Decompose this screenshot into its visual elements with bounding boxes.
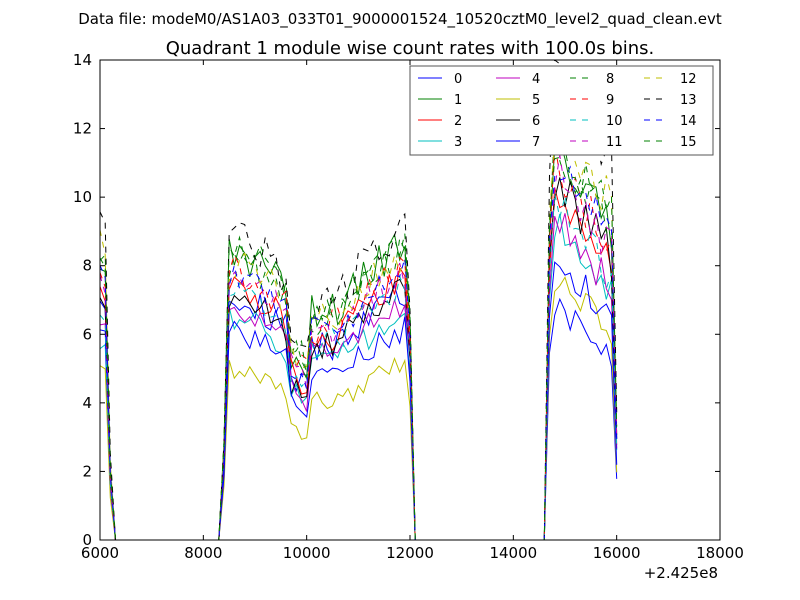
legend-label-1: 1: [454, 93, 462, 108]
y-tick-label: 10: [73, 188, 92, 206]
x-offset-label: +2.425e8: [644, 564, 718, 582]
x-tick-label: 12000: [386, 544, 434, 562]
x-tick-label: 18000: [696, 544, 744, 562]
legend-label-5: 5: [532, 93, 540, 108]
legend-label-8: 8: [606, 72, 614, 87]
legend-label-4: 4: [532, 72, 540, 87]
chart-title: Quadrant 1 module wise count rates with …: [166, 38, 655, 59]
legend-label-9: 9: [606, 93, 614, 108]
axis-ticks: 6000 8000 10000 12000 14000 16000 180000246810…: [73, 51, 744, 562]
x-tick-label: 10000: [283, 544, 331, 562]
series-line-8: [100, 125, 618, 540]
series-line-14: [100, 165, 618, 540]
legend-label-3: 3: [454, 135, 462, 150]
series-line-5: [100, 276, 618, 540]
legend-label-14: 14: [680, 114, 697, 129]
series-line-1: [100, 139, 618, 540]
series-line-11: [100, 155, 618, 540]
series-line-2: [100, 187, 618, 540]
legend-label-11: 11: [606, 135, 623, 150]
series-line-6: [100, 177, 618, 540]
x-tick-label: 14000: [489, 544, 537, 562]
series-line-12: [100, 137, 618, 540]
series-line-15: [100, 147, 618, 540]
y-tick-label: 0: [82, 531, 92, 549]
y-tick-label: 12: [73, 120, 92, 138]
legend-label-0: 0: [454, 72, 462, 87]
legend-label-12: 12: [680, 72, 697, 87]
legend-label-10: 10: [606, 114, 623, 129]
legend-label-6: 6: [532, 114, 540, 129]
y-tick-label: 14: [73, 51, 92, 69]
series-line-10: [100, 192, 618, 540]
y-tick-label: 6: [82, 325, 92, 343]
series-line-7: [100, 261, 618, 540]
series-line-3: [100, 213, 618, 540]
file-suptitle: Data file: modeM0/AS1A03_033T01_90000015…: [78, 10, 722, 29]
x-tick-label: 8000: [184, 544, 222, 562]
legend-label-15: 15: [680, 135, 697, 150]
series-line-4: [100, 213, 618, 540]
y-tick-label: 2: [82, 462, 92, 480]
y-tick-label: 8: [82, 257, 92, 275]
y-tick-label: 4: [82, 394, 92, 412]
series-line-0: [100, 284, 618, 540]
legend-label-13: 13: [680, 93, 697, 108]
legend-frame: [409, 65, 714, 156]
plot-area: [100, 60, 618, 540]
x-tick-label: 6000: [81, 544, 119, 562]
legend-label-7: 7: [532, 135, 540, 150]
legend-label-2: 2: [454, 114, 462, 129]
x-tick-label: 16000: [593, 544, 641, 562]
